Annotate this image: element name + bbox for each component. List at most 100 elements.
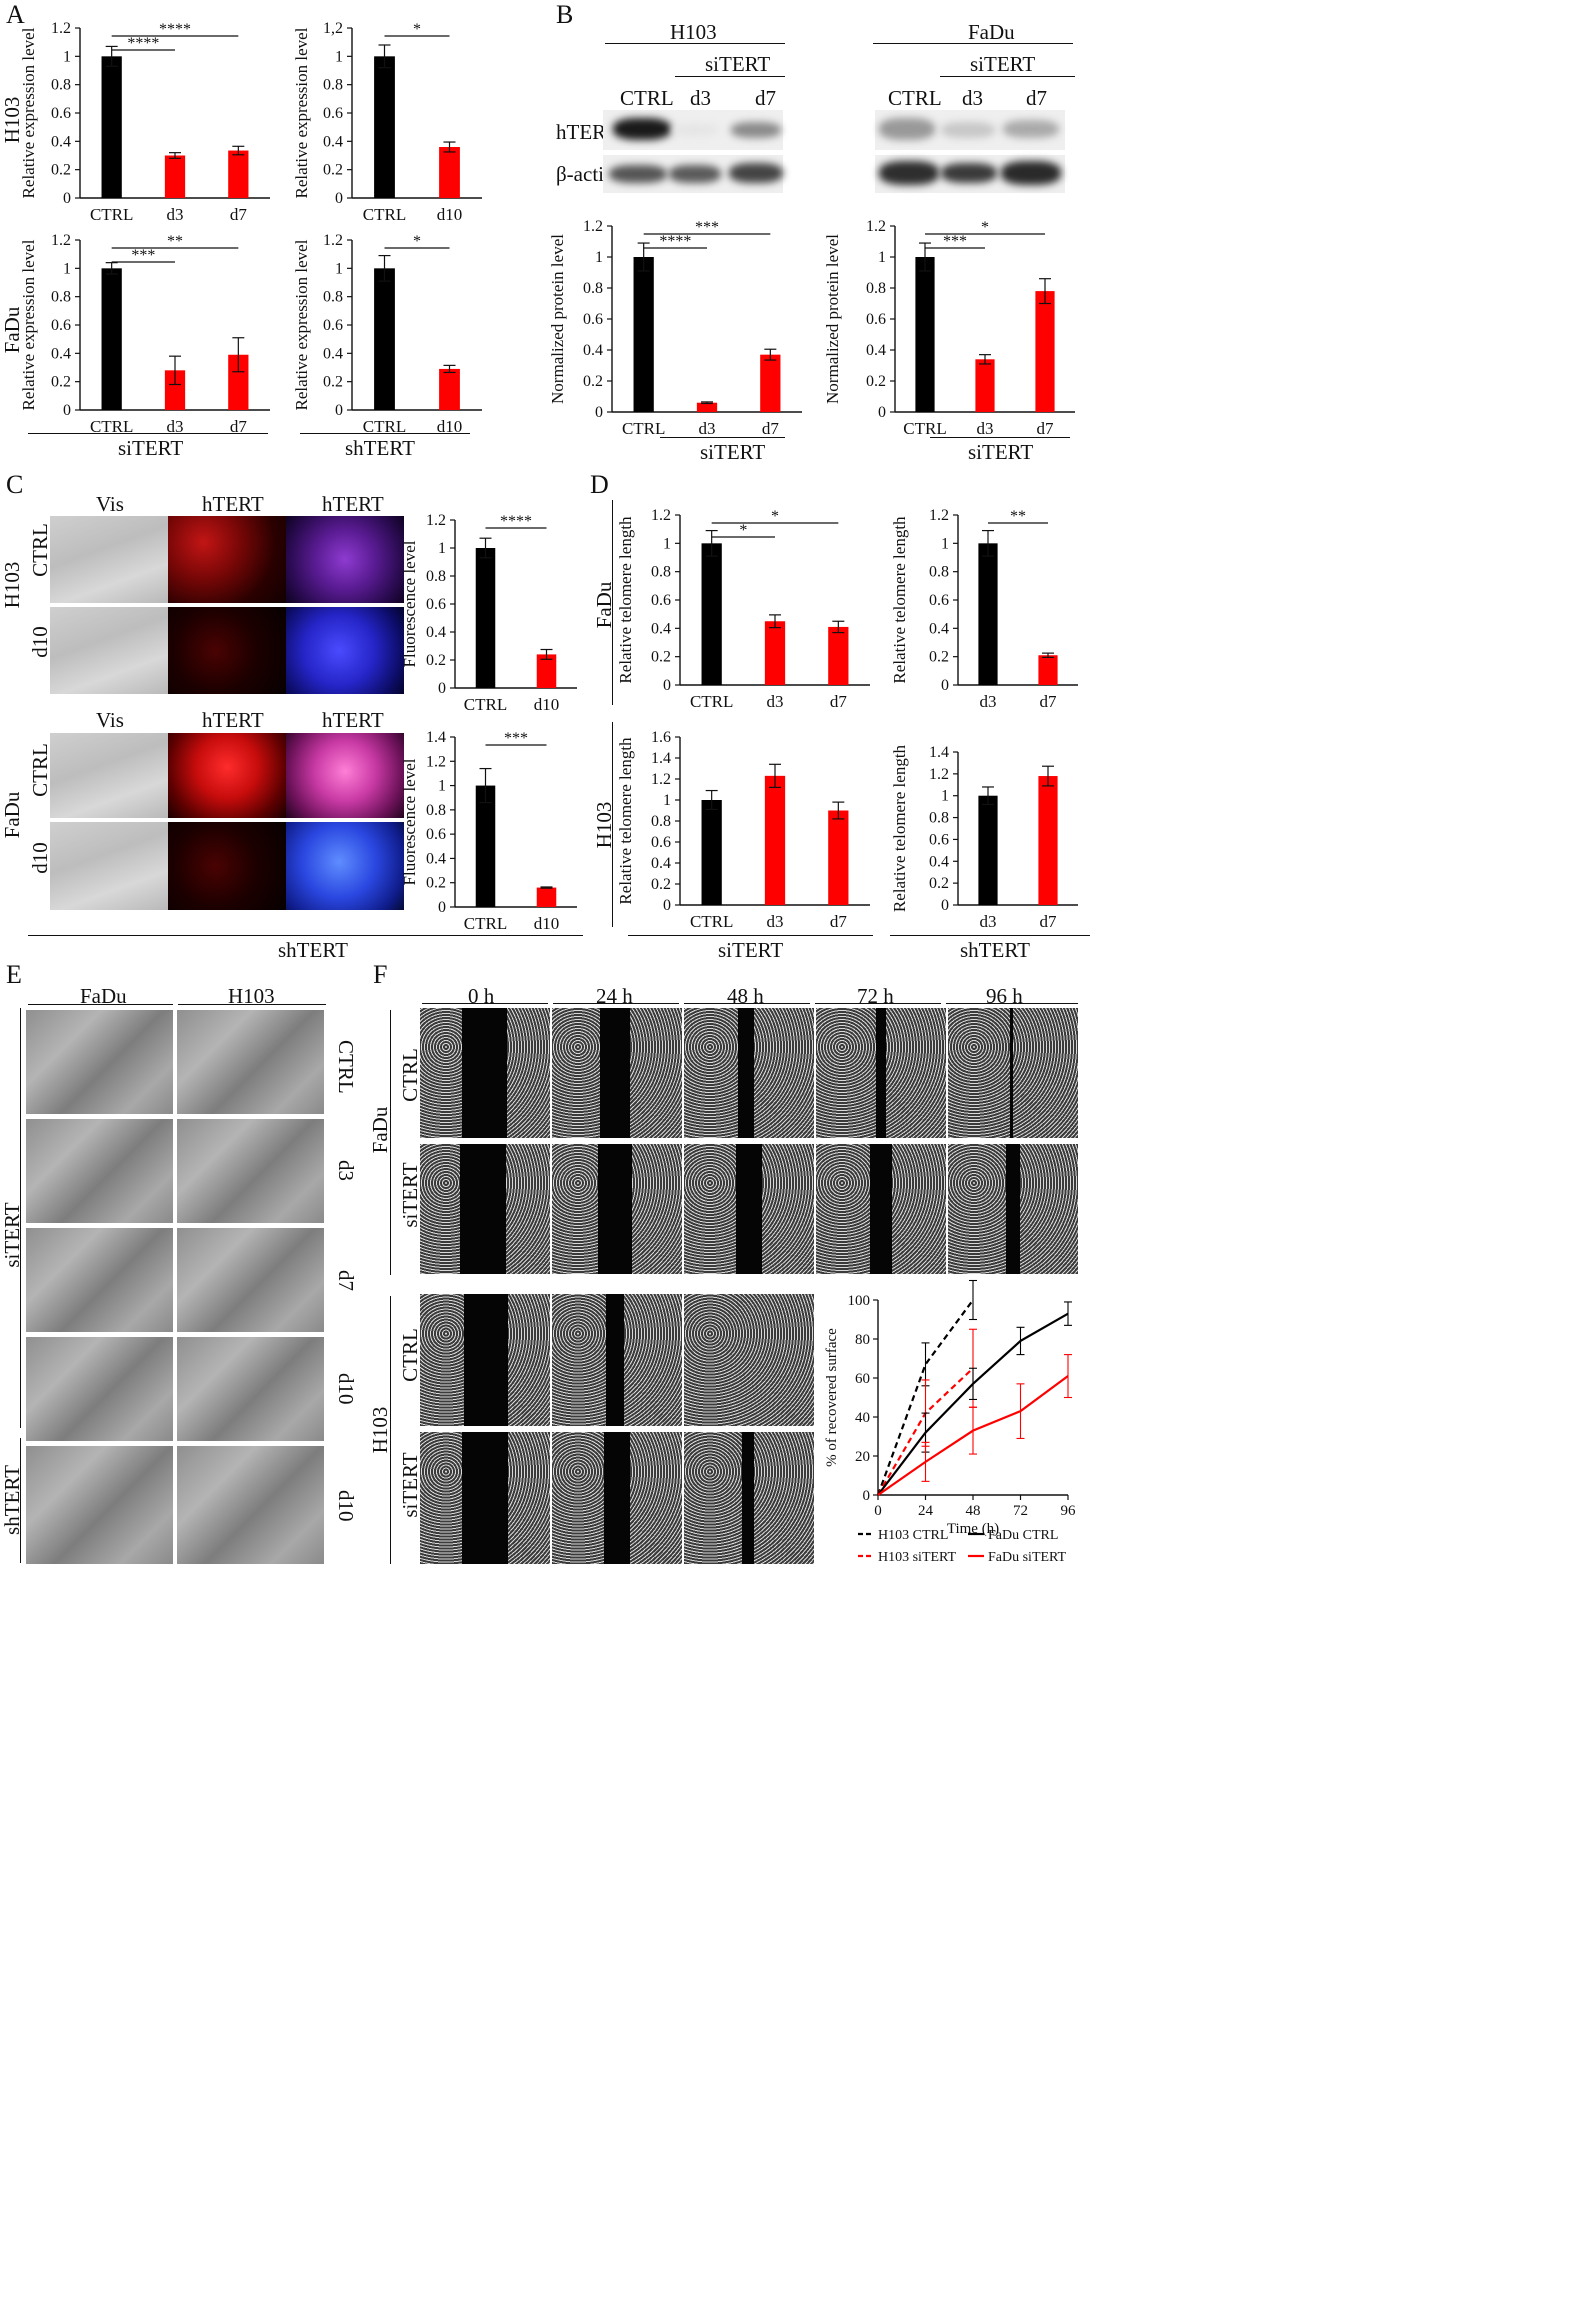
y-tick-label-D3: 0.6 — [651, 834, 671, 851]
x-tick-label-D2: d3 — [980, 692, 997, 711]
y-tick-label-C1: 1 — [438, 540, 446, 557]
b-blot-actin-fadu — [875, 155, 1065, 193]
y-axis-label-A4: Relative expression level — [292, 239, 311, 410]
y-tick-label-D1: 0.2 — [651, 649, 671, 666]
sig-label-A1: **** — [159, 21, 191, 38]
b-sitert-2: siTERT — [970, 52, 1036, 76]
y-tick-label-A2: 1 — [335, 48, 343, 65]
y-tick-label-D2: 1 — [941, 535, 949, 552]
b-siline-1 — [675, 76, 785, 77]
f-img-fadu-ctrl-24 — [552, 1008, 682, 1138]
y-tick-label-C1: 0.2 — [426, 652, 446, 669]
y-axis-label-C1: Fluorescence level — [400, 540, 419, 667]
c-img-h103-d10-htert — [168, 607, 286, 694]
x-tick-label-B1: CTRL — [622, 419, 665, 438]
bar-A2 — [374, 56, 395, 199]
x-tick-label-D1: d7 — [830, 692, 848, 711]
c-img-h103-d10-merge — [286, 607, 404, 694]
d-bracket-bot — [612, 722, 613, 927]
bar-D1 — [701, 543, 722, 685]
y-tick-label-D2: 0.8 — [929, 564, 949, 581]
c-img-h103-ctrl-merge — [286, 516, 404, 603]
e-img-h103-d10-sh — [177, 1446, 324, 1564]
b-line-fadu — [873, 43, 1073, 44]
x-axis-label-F1: Time (h) — [947, 1521, 999, 1537]
y-tick-label-F1: 60 — [855, 1371, 870, 1387]
c-col-htert-1b: hTERT — [322, 492, 384, 516]
f-tline-0 — [422, 1003, 548, 1004]
y-tick-label-A4: 0.2 — [323, 374, 343, 391]
y-tick-label-D2: 0.6 — [929, 592, 949, 609]
sig-label-D1: * — [739, 522, 747, 539]
y-tick-label-A4: 0 — [335, 402, 343, 419]
bar-A2 — [439, 147, 460, 198]
y-tick-label-D4: 1.4 — [929, 744, 949, 761]
y-tick-label-A3: 0 — [63, 402, 71, 419]
x-tick-label-F1: 0 — [874, 1503, 882, 1519]
legend-label: FaDu siTERT — [988, 1550, 1067, 1565]
y-tick-label-D2: 1.2 — [929, 507, 949, 524]
y-axis-label-D1: Relative telomere length — [616, 516, 635, 684]
y-tick-label-B1: 0 — [595, 404, 603, 421]
f-tline-24 — [553, 1003, 679, 1004]
y-tick-label-B1: 0.4 — [583, 342, 603, 359]
a-group-line-sh — [300, 433, 470, 434]
y-tick-label-D2: 0.4 — [929, 620, 949, 637]
sig-label-B2: *** — [943, 233, 967, 250]
f-time-24: 24 h — [596, 984, 633, 1008]
y-tick-label-D3: 1.6 — [651, 729, 671, 746]
y-tick-label-A4: 1.2 — [323, 232, 343, 249]
bar-D1 — [828, 626, 849, 685]
f-img-fadu-ctrl-96 — [948, 1008, 1078, 1138]
f-img-fadu-si-96 — [948, 1144, 1078, 1274]
b-lane-ctrl-2: CTRL — [888, 86, 942, 110]
x-tick-label-D3: d3 — [767, 912, 784, 931]
y-tick-label-D4: 1 — [941, 788, 949, 805]
y-tick-label-B1: 0.6 — [583, 311, 603, 328]
x-tick-label-D3: d7 — [830, 912, 848, 931]
b-cell-fadu: FaDu — [968, 20, 1015, 44]
y-tick-label-B2: 1.2 — [866, 218, 886, 235]
d-group-line-si — [628, 935, 873, 936]
y-axis-label-A2: Relative expression level — [292, 27, 311, 198]
x-tick-label-A4: d10 — [437, 417, 463, 436]
sig-label-D1: * — [771, 508, 779, 525]
x-tick-label-C2: d10 — [534, 914, 560, 933]
y-tick-label-A4: 0.4 — [323, 345, 343, 362]
a-group-si: siTERT — [118, 436, 184, 460]
sig-label-A2: * — [413, 21, 421, 38]
e-bracket-si — [20, 1008, 21, 1428]
y-tick-label-A1: 0 — [63, 190, 71, 207]
bar-D1 — [764, 621, 786, 685]
sig-label-A1: **** — [127, 35, 159, 52]
x-tick-label-B2: CTRL — [903, 419, 946, 438]
legend-label: FaDu CTRL — [988, 1528, 1058, 1543]
e-img-h103-ctrl — [177, 1010, 324, 1114]
y-tick-label-D1: 0.4 — [651, 620, 671, 637]
c-group-line — [28, 935, 583, 936]
y-tick-label-D4: 0.8 — [929, 810, 949, 827]
x-tick-label-D3: CTRL — [690, 912, 733, 931]
panel-letter-c: C — [6, 470, 24, 499]
x-tick-label-A1: d3 — [167, 205, 184, 224]
x-tick-label-F1: 96 — [1061, 1503, 1077, 1519]
b-lane-d7-1: d7 — [755, 86, 776, 110]
y-axis-label-C2: Fluorescence level — [400, 758, 419, 885]
bar-A4 — [439, 368, 460, 410]
b-siline-bot-1 — [660, 437, 785, 438]
y-tick-label-A1: 0.8 — [51, 77, 71, 94]
f-tline-48 — [684, 1003, 810, 1004]
y-tick-label-A3: 1.2 — [51, 232, 71, 249]
y-tick-label-F1: 80 — [855, 1332, 870, 1348]
x-tick-label-A1: d7 — [230, 205, 248, 224]
y-tick-label-C2: 0.2 — [426, 875, 446, 892]
f-bracket-fadu — [390, 1010, 391, 1275]
x-tick-label-F1: 48 — [966, 1503, 981, 1519]
f-img-fadu-si-72 — [816, 1144, 946, 1274]
c-img-fadu-ctrl-htert — [168, 733, 286, 818]
b-blot-htert-h103 — [603, 110, 783, 150]
y-tick-label-D4: 0.6 — [929, 831, 949, 848]
series-line-h103-ctrl — [876, 1299, 974, 1496]
y-tick-label-C1: 0 — [438, 680, 446, 697]
